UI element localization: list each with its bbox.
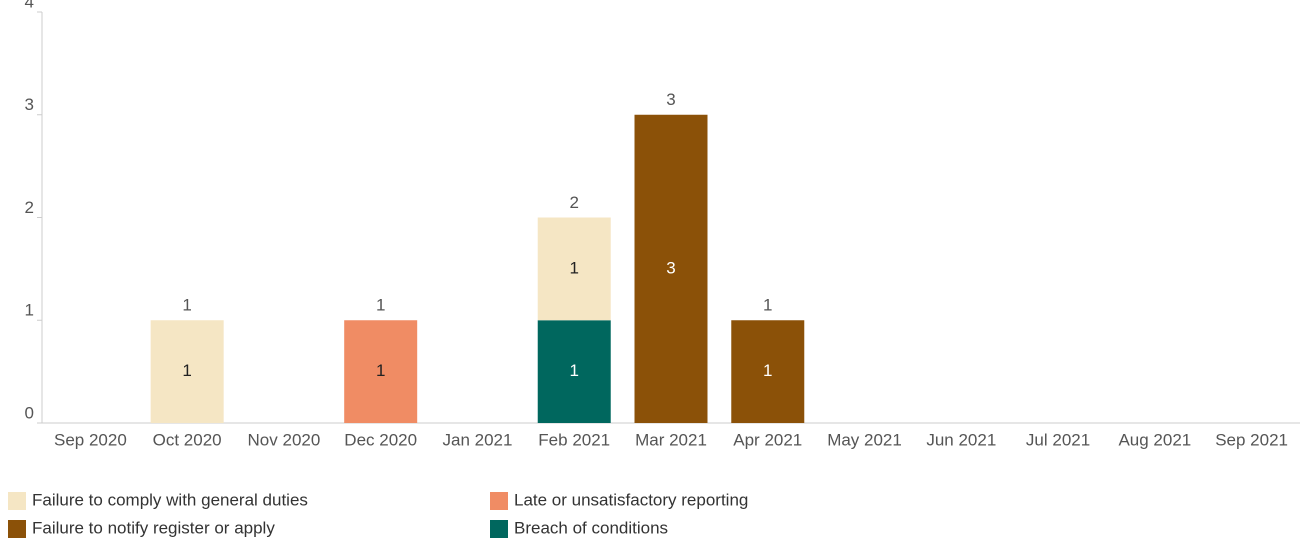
x-tick-label: Apr 2021 [733,430,802,449]
bar-segment [537,320,611,423]
x-tick-label: Nov 2020 [248,430,321,449]
y-tick-label: 2 [25,198,34,217]
bar-segment [150,320,224,423]
legend-label: Failure to notify register or apply [32,518,275,537]
legend-swatch [490,492,508,510]
bar-segment [634,114,708,423]
y-tick-label: 4 [25,0,34,11]
segment-label: 1 [376,361,385,380]
segment-label: 1 [569,258,578,277]
x-tick-label: Sep 2020 [54,430,127,449]
legend-label: Breach of conditions [514,518,668,537]
x-tick-label: Jan 2021 [442,430,512,449]
y-tick-label: 1 [25,301,34,320]
total-label: 2 [569,193,578,212]
x-tick-label: May 2021 [827,430,902,449]
bar-segment [344,320,418,423]
x-tick-label: Aug 2021 [1118,430,1191,449]
segment-label: 3 [666,258,675,277]
legend-swatch [8,492,26,510]
segment-label: 1 [569,361,578,380]
y-tick-label: 0 [25,403,34,422]
x-tick-label: Oct 2020 [153,430,222,449]
total-label: 1 [763,296,772,315]
x-tick-label: Mar 2021 [635,430,707,449]
legend-label: Failure to comply with general duties [32,490,308,509]
y-tick-label: 3 [25,95,34,114]
total-label: 1 [182,296,191,315]
total-label: 1 [376,296,385,315]
legend-swatch [8,520,26,538]
segment-label: 1 [763,361,772,380]
x-tick-label: Feb 2021 [538,430,610,449]
legend-label: Late or unsatisfactory reporting [514,490,748,509]
legend-swatch [490,520,508,538]
bar-segment [537,217,611,321]
total-label: 3 [666,90,675,109]
x-tick-label: Jun 2021 [926,430,996,449]
x-tick-label: Jul 2021 [1026,430,1090,449]
bar-segment [731,320,805,423]
segment-label: 1 [182,361,191,380]
x-tick-label: Sep 2021 [1215,430,1288,449]
x-tick-label: Dec 2020 [344,430,417,449]
